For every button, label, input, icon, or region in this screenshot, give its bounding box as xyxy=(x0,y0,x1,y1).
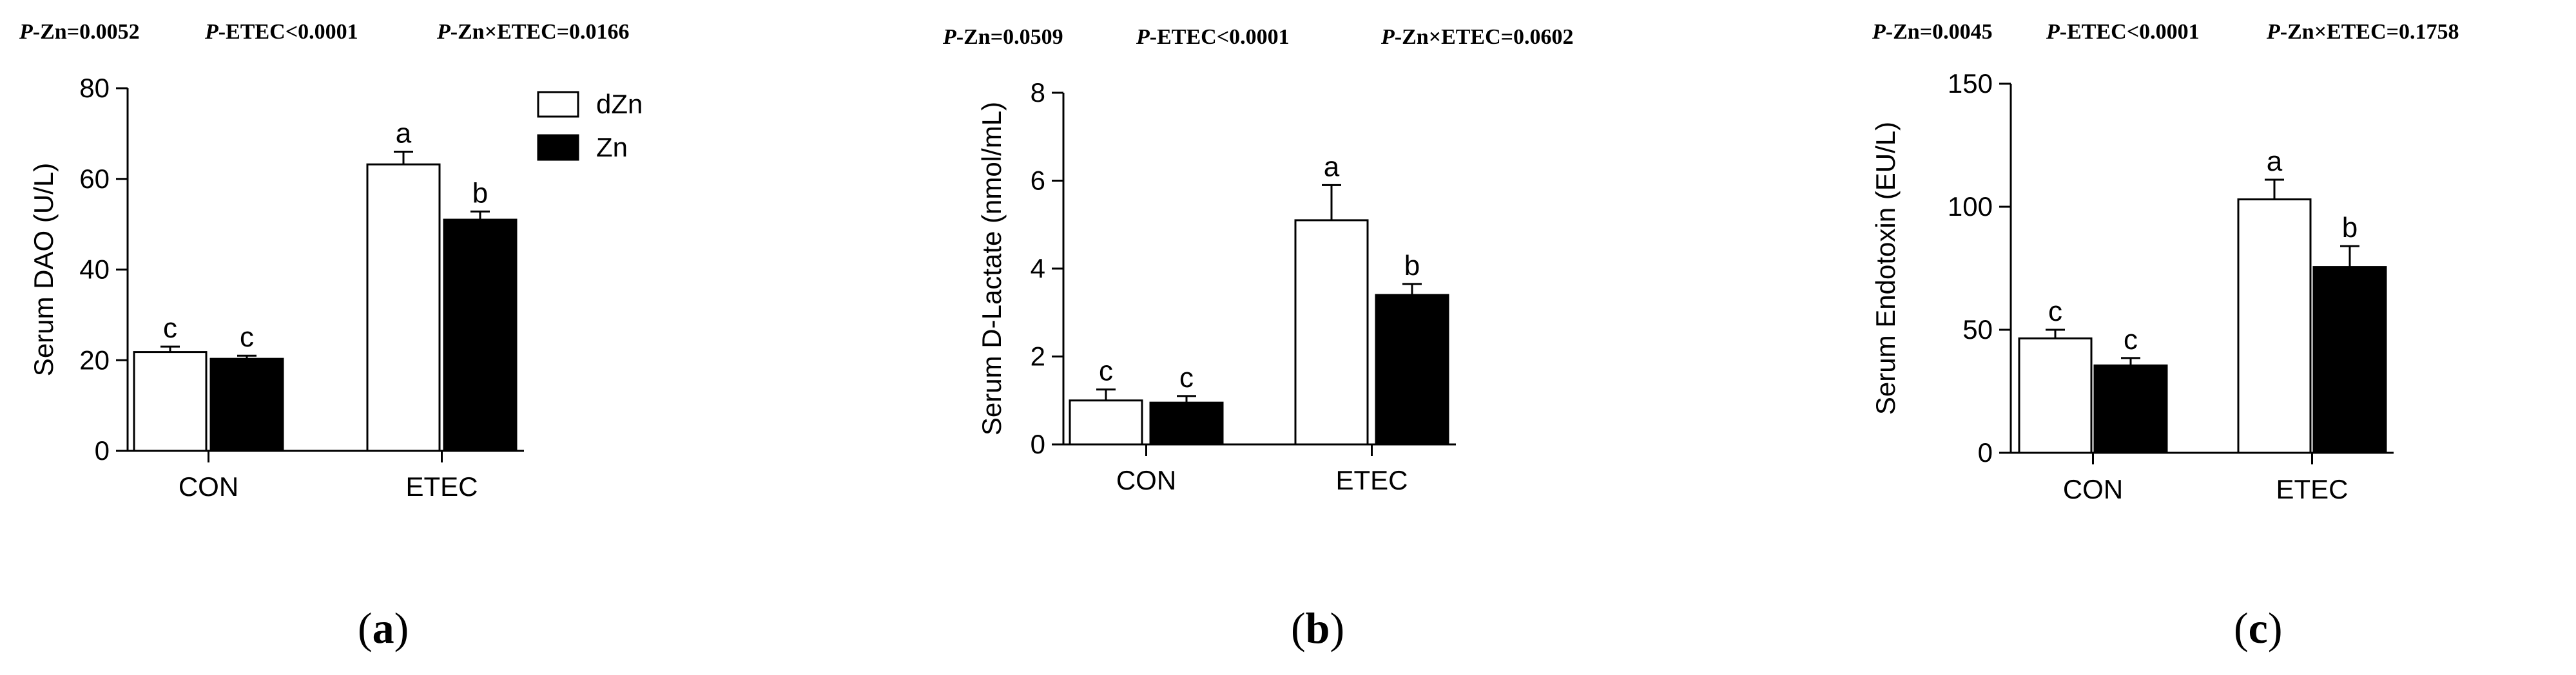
panel-label: (a) xyxy=(358,604,409,652)
bar-Zn-ETEC xyxy=(1375,294,1449,446)
stat-p-zn-prefix: P xyxy=(942,25,956,49)
legend-label: dZn xyxy=(596,89,643,119)
chart-panel-c: P-Zn=0.0045 P-ETEC<0.0001 P-Zn×ETEC=0.1758… xyxy=(1870,20,2459,652)
y-tick-label: 6 xyxy=(1031,166,1045,196)
significance-letter: b xyxy=(1404,250,1420,281)
stat-p-interaction-value: -Zn×ETEC=0.0166 xyxy=(450,20,630,44)
stat-p-zn-value: -Zn=0.0052 xyxy=(33,20,140,44)
significance-letter: c xyxy=(1099,356,1113,387)
stat-p-etec-value: -ETEC<0.0001 xyxy=(2060,20,2200,44)
y-axis-title: Serum DAO (U/L) xyxy=(28,163,59,376)
stat-p-zn-value: -Zn=0.0045 xyxy=(1886,20,1993,44)
bar-dZn-CON xyxy=(1069,399,1143,446)
panel-label-open: ( xyxy=(1291,604,1306,652)
significance-letter: b xyxy=(2342,212,2358,243)
x-category-label: ETEC xyxy=(405,471,478,502)
stat-p-etec: P-ETEC<0.0001 xyxy=(204,20,358,44)
significance-letter: b xyxy=(472,177,488,209)
legend-swatch-dZn xyxy=(537,91,579,118)
bar-Zn-CON xyxy=(209,357,284,452)
panel-label-letter: c xyxy=(2249,604,2268,652)
stat-p-etec-value: -ETEC<0.0001 xyxy=(1150,25,1290,49)
bar-dZn-ETEC xyxy=(366,163,441,452)
significance-letter: c xyxy=(2048,296,2062,327)
significance-letter: c xyxy=(2124,324,2138,356)
stat-p-interaction-value: -Zn×ETEC=0.1758 xyxy=(2280,20,2459,44)
significance-letter: c xyxy=(240,321,254,353)
y-axis-title: Serum D-Lactate (nmol/mL) xyxy=(976,102,1007,435)
panel-label: (c) xyxy=(2234,604,2283,652)
panel-label-open: ( xyxy=(358,604,373,652)
legend-swatch-Zn xyxy=(537,134,579,161)
bar-Zn-CON xyxy=(1149,401,1224,446)
panel-label: (b) xyxy=(1291,604,1344,652)
bar-dZn-CON xyxy=(2018,337,2093,454)
stat-p-etec-prefix: P xyxy=(2046,20,2060,44)
stat-p-etec: P-ETEC<0.0001 xyxy=(1136,25,1290,49)
x-category-label: ETEC xyxy=(1335,465,1408,495)
panel-label-open: ( xyxy=(2234,604,2249,652)
stat-p-interaction: P-Zn×ETEC=0.0602 xyxy=(1380,25,1574,49)
y-tick-label: 150 xyxy=(1948,68,1993,99)
bar-dZn-CON xyxy=(133,351,208,452)
stat-p-interaction: P-Zn×ETEC=0.0166 xyxy=(436,20,630,44)
x-category-label: CON xyxy=(179,471,238,502)
significance-letter: a xyxy=(2267,146,2283,177)
y-tick-label: 0 xyxy=(95,435,110,466)
stat-p-zn-prefix: P xyxy=(19,20,33,44)
stat-p-etec-prefix: P xyxy=(204,20,218,44)
y-tick-label: 100 xyxy=(1948,191,1993,222)
panel-label-letter: a xyxy=(373,604,394,652)
stat-p-interaction-prefix: P xyxy=(436,20,450,44)
panel-label-close: ) xyxy=(1330,604,1344,652)
y-tick-label: 20 xyxy=(79,345,110,375)
significance-letter: c xyxy=(1179,362,1194,394)
stat-p-etec-prefix: P xyxy=(1136,25,1150,49)
y-tick-label: 8 xyxy=(1031,77,1045,108)
y-tick-label: 0 xyxy=(1031,429,1045,459)
panel-label-close: ) xyxy=(2268,604,2283,652)
significance-letter: c xyxy=(163,312,177,344)
y-tick-label: 50 xyxy=(1962,314,1993,345)
chart-panel-a: P-Zn=0.0052 P-ETEC<0.0001 P-Zn×ETEC=0.0166… xyxy=(19,20,643,652)
stat-p-interaction: P-Zn×ETEC=0.1758 xyxy=(2266,20,2459,44)
y-tick-label: 80 xyxy=(79,73,110,103)
y-tick-label: 40 xyxy=(79,254,110,285)
significance-letter: a xyxy=(1324,151,1340,182)
stat-p-interaction-prefix: P xyxy=(2266,20,2280,44)
stat-p-interaction-prefix: P xyxy=(1380,25,1395,49)
bar-Zn-ETEC xyxy=(2312,266,2387,454)
bar-dZn-ETEC xyxy=(1294,219,1369,446)
stat-p-etec-value: -ETEC<0.0001 xyxy=(218,20,358,44)
stat-p-zn: P-Zn=0.0509 xyxy=(942,25,1063,49)
y-tick-label: 2 xyxy=(1031,341,1045,372)
bar-Zn-ETEC xyxy=(443,218,518,452)
legend: dZn Zn xyxy=(537,89,643,162)
y-tick-label: 0 xyxy=(1978,437,1993,468)
x-category-label: CON xyxy=(1116,465,1176,495)
bar-Zn-CON xyxy=(2093,364,2168,454)
bar-dZn-ETEC xyxy=(2237,198,2312,454)
stat-p-zn-value: -Zn=0.0509 xyxy=(956,25,1063,49)
y-tick-label: 4 xyxy=(1031,253,1045,283)
y-axis-title: Serum Endotoxin (EU/L) xyxy=(1870,122,1901,415)
stat-p-zn: P-Zn=0.0052 xyxy=(19,20,140,44)
y-tick-label: 60 xyxy=(79,164,110,194)
panel-label-letter: b xyxy=(1306,604,1330,652)
significance-letter: a xyxy=(396,118,412,149)
stat-p-etec: P-ETEC<0.0001 xyxy=(2046,20,2200,44)
panel-label-close: ) xyxy=(394,604,409,652)
stat-p-zn: P-Zn=0.0045 xyxy=(1872,20,1993,44)
chart-panel-b: P-Zn=0.0509 P-ETEC<0.0001 P-Zn×ETEC=0.0602… xyxy=(942,25,1574,652)
x-category-label: CON xyxy=(2063,474,2123,504)
stat-p-interaction-value: -Zn×ETEC=0.0602 xyxy=(1395,25,1574,49)
legend-label: Zn xyxy=(596,132,628,162)
x-category-label: ETEC xyxy=(2276,474,2348,504)
stat-p-zn-prefix: P xyxy=(1872,20,1886,44)
